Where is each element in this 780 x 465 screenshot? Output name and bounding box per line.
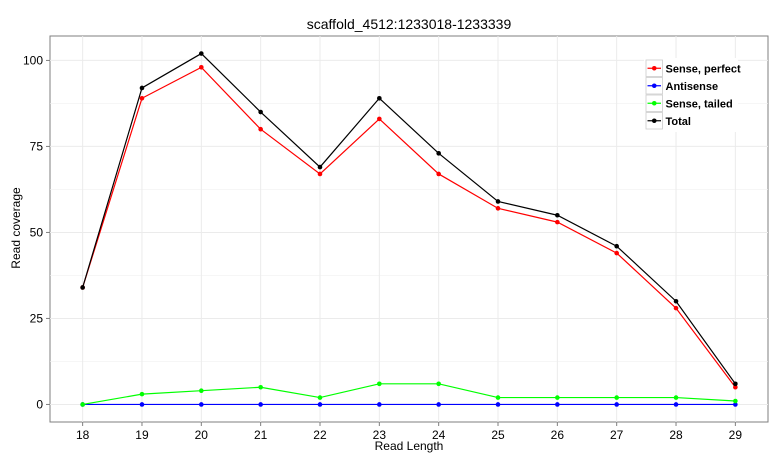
- series-total: [80, 51, 738, 387]
- y-tick-label: 75: [30, 139, 44, 153]
- x-tick-label: 25: [491, 428, 505, 442]
- x-tick-label: 19: [135, 428, 149, 442]
- data-point-total: [614, 243, 619, 249]
- x-tick-label: 29: [729, 428, 743, 442]
- data-point-total: [258, 109, 263, 115]
- data-point-sense-tailed: [495, 395, 501, 400]
- legend-label-antisense: Antisense: [666, 81, 719, 93]
- x-axis-label: Read Length: [375, 439, 444, 453]
- data-point-sense-tailed: [673, 395, 679, 400]
- data-point-sense-perfect: [555, 219, 560, 225]
- data-point-sense-perfect: [139, 95, 145, 101]
- data-point-sense-perfect: [673, 305, 679, 311]
- x-tick-label: 28: [669, 428, 683, 442]
- y-tick-label: 50: [30, 225, 44, 239]
- data-point-sense-perfect: [733, 384, 738, 390]
- legend-label-sense-perfect: Sense, perfect: [666, 63, 742, 75]
- data-point-sense-tailed: [436, 381, 441, 387]
- legend-key-point-total: [651, 118, 657, 124]
- series-line-sense-tailed: [82, 383, 736, 406]
- chart-title: scaffold_4512:1233018-1233339: [307, 16, 512, 32]
- data-point-total: [555, 212, 560, 218]
- legend-key-point-sense-tailed: [651, 100, 657, 106]
- data-point-sense-tailed: [317, 395, 323, 400]
- series-layer: [80, 51, 738, 407]
- data-point-sense-perfect: [614, 250, 619, 256]
- data-point-total: [80, 285, 85, 290]
- data-point-antisense: [495, 402, 501, 407]
- data-point-antisense: [555, 402, 560, 407]
- y-tick-label: 0: [36, 397, 43, 411]
- data-point-sense-perfect: [258, 126, 263, 132]
- legend-label-total: Total: [666, 116, 691, 128]
- data-point-sense-perfect: [199, 65, 204, 70]
- legend-label-sense-tailed: Sense, tailed: [666, 98, 733, 110]
- data-point-antisense: [614, 402, 619, 407]
- data-point-sense-perfect: [495, 206, 501, 211]
- data-point-sense-perfect: [436, 171, 441, 177]
- legend: Sense, perfect Antisense Sense, tailed Tota…: [644, 58, 741, 132]
- x-tick-label: 22: [313, 428, 327, 442]
- data-point-total: [673, 298, 679, 304]
- data-point-total: [436, 151, 441, 156]
- series-sense-tailed: [80, 381, 738, 407]
- data-point-total: [317, 164, 323, 170]
- data-point-total: [733, 381, 738, 387]
- x-tick-label: 20: [195, 428, 209, 442]
- data-point-total: [139, 85, 145, 91]
- y-axis-label: Read coverage: [9, 187, 23, 269]
- x-tick-label: 23: [373, 428, 387, 442]
- data-point-antisense: [733, 402, 738, 407]
- data-point-sense-tailed: [733, 398, 738, 404]
- data-point-antisense: [258, 402, 263, 407]
- x-tick-label: 27: [610, 428, 624, 442]
- series-line-total: [82, 52, 736, 385]
- data-point-total: [199, 51, 204, 56]
- series-line-sense-perfect: [82, 66, 736, 388]
- data-point-sense-perfect: [377, 116, 382, 122]
- data-point-sense-tailed: [258, 384, 263, 390]
- data-point-sense-tailed: [614, 395, 619, 400]
- data-point-total: [377, 95, 382, 101]
- y-tick-label: 100: [23, 53, 43, 67]
- data-point-sense-tailed: [377, 381, 382, 387]
- data-point-sense-perfect: [317, 171, 323, 177]
- data-point-antisense: [317, 402, 323, 407]
- data-point-antisense: [673, 402, 679, 407]
- data-point-sense-tailed: [80, 402, 85, 407]
- data-point-sense-tailed: [139, 391, 145, 397]
- axes-layer: 0 25 50 75 100 18 19 20 21 22 23 24 25 26 27 28 29: [23, 53, 742, 442]
- data-point-antisense: [377, 402, 382, 407]
- data-point-antisense: [139, 402, 145, 407]
- y-tick-label: 25: [30, 311, 44, 325]
- data-point-antisense: [199, 402, 204, 407]
- x-tick-label: 21: [254, 428, 268, 442]
- legend-key-point-sense-perfect: [651, 65, 657, 71]
- legend-key-point-antisense: [651, 83, 657, 89]
- x-tick-label: 24: [432, 428, 446, 442]
- data-point-sense-tailed: [199, 388, 204, 393]
- data-point-antisense: [436, 402, 441, 407]
- x-tick-label: 18: [76, 428, 90, 442]
- data-point-sense-tailed: [555, 395, 560, 400]
- data-point-total: [495, 199, 501, 204]
- x-tick-label: 26: [551, 428, 565, 442]
